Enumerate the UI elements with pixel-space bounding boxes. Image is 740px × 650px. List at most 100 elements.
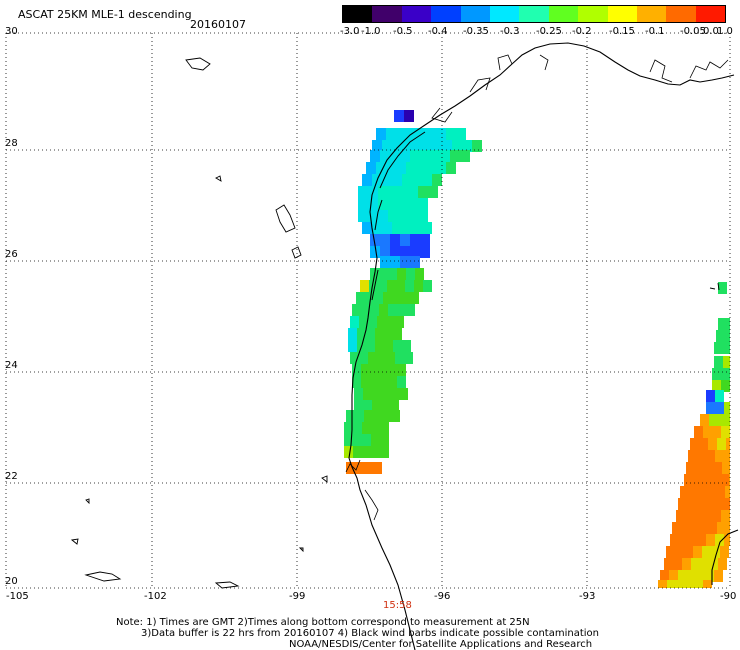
swath-cell	[380, 150, 390, 162]
swath-cell	[679, 534, 688, 546]
swath-cell	[400, 256, 410, 268]
swath-cell	[446, 162, 456, 174]
swath-cell	[373, 410, 382, 422]
swath-cell	[684, 474, 693, 486]
colorbar-label: -0.1	[645, 26, 665, 37]
colorbar-swatch	[343, 6, 373, 22]
swath-cell	[378, 186, 388, 198]
product-title: ASCAT 25KM MLE-1 descending	[18, 8, 192, 21]
swath-cell	[702, 546, 711, 558]
colorbar-swatch	[372, 6, 402, 22]
swath-cell	[388, 364, 397, 376]
swath-cell	[362, 174, 372, 186]
colorbar-swatch	[666, 6, 696, 22]
swath-cell	[681, 522, 690, 534]
swath-cell	[700, 414, 709, 426]
product-date: 20160107	[190, 18, 246, 31]
swath-cell	[714, 342, 723, 354]
swath-cell	[371, 446, 380, 458]
swath-cell	[422, 222, 432, 234]
swath-cell	[378, 198, 388, 210]
lon-label: -96	[434, 591, 451, 602]
swath-cell	[400, 246, 410, 258]
swath-cell	[372, 400, 381, 412]
swath-cell	[363, 388, 372, 400]
swath-cell	[379, 268, 388, 280]
swath-cell	[362, 434, 371, 446]
swath-cell	[388, 268, 397, 280]
swath-cell	[396, 162, 406, 174]
swath-cell	[377, 316, 386, 328]
swath-cell	[414, 280, 423, 292]
swath-cell	[713, 462, 722, 474]
colorbar-swatch	[460, 6, 490, 22]
swath-cell	[376, 128, 386, 140]
colorbar-label: 1.0	[717, 26, 733, 37]
colorbar-swatch	[401, 6, 432, 22]
swath-cell	[390, 234, 400, 246]
lat-label: 24	[5, 360, 18, 371]
swath-cell	[397, 268, 406, 280]
time-label: 15:58	[383, 600, 412, 611]
swath-cell	[725, 330, 730, 342]
swath-cell	[375, 328, 384, 340]
swath-cell	[472, 140, 482, 152]
swath-cell	[388, 210, 398, 222]
swath-cell	[386, 316, 395, 328]
colorbar-label: 0.0	[703, 26, 719, 37]
swath-cell	[694, 510, 703, 522]
swath-cell	[718, 414, 727, 426]
coastline-islets	[709, 282, 720, 291]
swath-cell	[721, 426, 730, 438]
swath-cell	[436, 128, 446, 140]
swath-cell	[378, 280, 387, 292]
colorbar-swatch	[695, 6, 726, 22]
swath-cell	[676, 580, 685, 588]
swath-cell	[727, 318, 730, 330]
swath-cell	[703, 580, 712, 588]
swath-cell	[380, 246, 390, 258]
swath-cell	[382, 222, 392, 234]
colorbar-swatch	[548, 6, 579, 22]
swath-cell	[660, 570, 669, 582]
swath-cell	[377, 352, 386, 364]
swath-cell	[353, 422, 362, 434]
swath-cell	[672, 522, 681, 534]
swath-cell	[715, 534, 724, 546]
swath-cell	[688, 534, 697, 546]
swath-cell	[420, 234, 430, 246]
swath-cell	[687, 498, 696, 510]
swath-cell	[369, 280, 378, 292]
swath-cell	[348, 340, 357, 352]
swath-cell	[678, 570, 687, 582]
swath-cell	[450, 150, 460, 162]
swath-cell	[432, 140, 442, 152]
map-grid	[5, 32, 731, 589]
swath-cell	[406, 162, 416, 174]
swath-cell	[704, 462, 713, 474]
swath-cell	[380, 434, 389, 446]
swath-cell	[362, 222, 372, 234]
swath-cell	[354, 388, 363, 400]
swath-cell	[368, 316, 377, 328]
swath-cell	[691, 558, 700, 570]
swath-cell	[406, 304, 415, 316]
swath-cell	[410, 246, 420, 258]
swath-cell	[716, 330, 725, 342]
colorbar-swatch	[607, 6, 637, 22]
lon-label: -105	[6, 591, 29, 602]
swath-cell	[386, 162, 396, 174]
swath-cell	[694, 426, 703, 438]
swath-cell	[715, 390, 724, 402]
swath-cell	[359, 352, 368, 364]
swath-cell	[350, 352, 359, 364]
swath-cell	[368, 352, 377, 364]
swath-cell	[405, 280, 414, 292]
swath-cell	[353, 446, 362, 458]
swath-cell	[370, 150, 380, 162]
swath-cell	[723, 498, 730, 510]
swath-cell	[387, 280, 396, 292]
coastline-yucatan	[711, 529, 739, 585]
swath-cell	[352, 364, 361, 376]
inland-lake	[215, 175, 222, 182]
